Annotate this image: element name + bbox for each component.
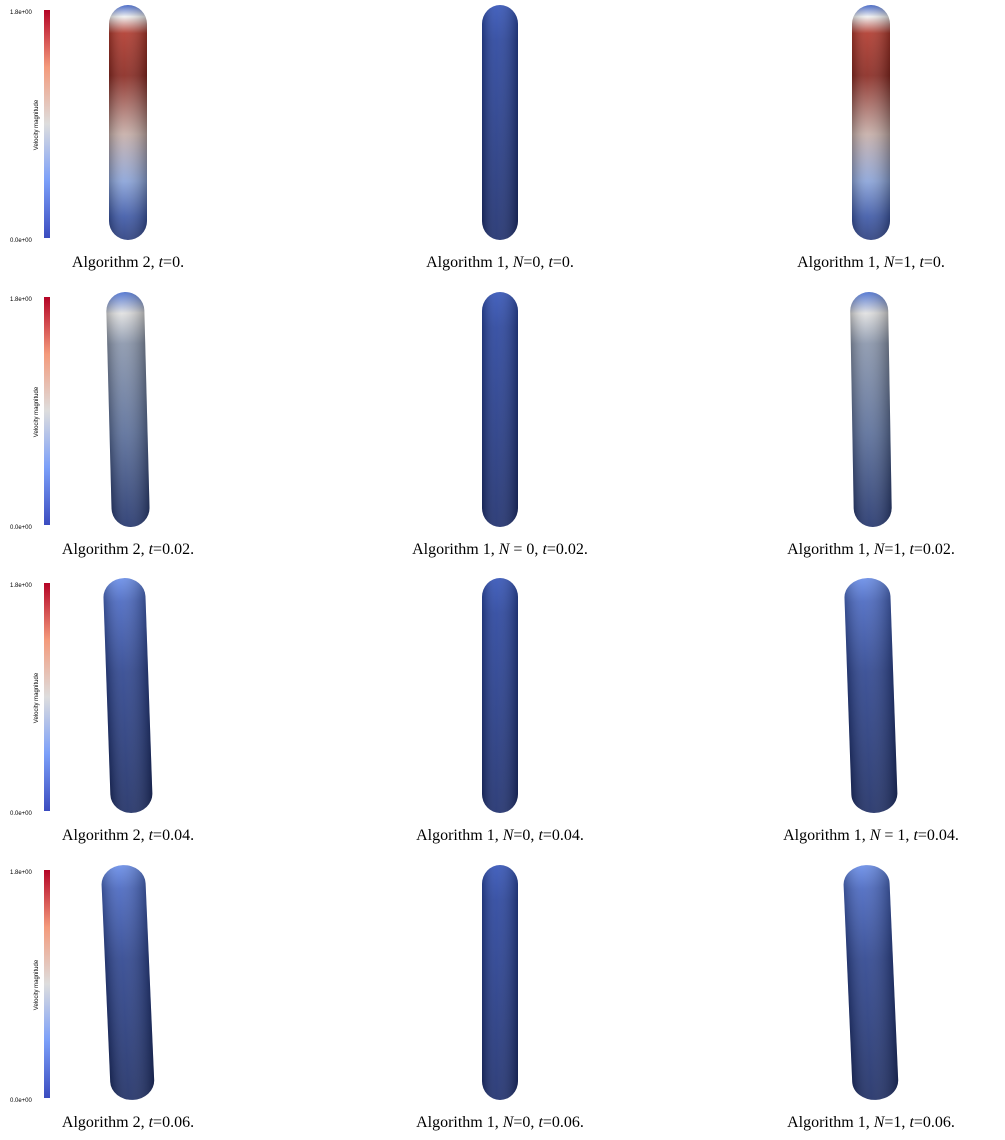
capsule-shade [843,865,899,1100]
colorbar-max-label: 1.8e+00 [10,870,33,876]
caption: Algorithm 1, N=0, t=0.04. [416,827,584,844]
panel [852,5,890,240]
colorbar-min-label: 0.0e+00 [10,811,33,817]
colorbar-title: Velocity magnitude [34,672,40,723]
capsule-shade [852,5,890,240]
panel [843,865,899,1100]
capsule-shade [101,865,155,1100]
panel [101,865,155,1100]
caption: Algorithm 1, N = 0, t=0.02. [412,541,588,558]
capsule-shade [482,865,518,1100]
caption: Algorithm 1, N=0, t=0. [426,254,574,271]
colorbar-max-label: 1.8e+00 [10,297,33,303]
panel [482,578,518,813]
panel [106,292,150,527]
caption: Algorithm 2, t=0. [72,254,184,271]
colorbar-min-label: 0.0e+00 [10,525,33,531]
caption: Algorithm 1, N=1, t=0.06. [787,1114,955,1131]
colorbar [44,870,50,1098]
colorbar-min-label: 0.0e+00 [10,1098,33,1104]
caption: Algorithm 1, N=0, t=0.06. [416,1114,584,1131]
panel [482,292,518,527]
caption: Algorithm 1, N=1, t=0.02. [787,541,955,558]
capsule-shade [482,578,518,813]
caption: Algorithm 2, t=0.06. [62,1114,194,1131]
panel [844,578,898,813]
panel [850,292,892,527]
capsule-shade [482,292,518,527]
colorbar-title: Velocity magnitude [34,99,40,150]
capsule-shade [844,578,898,813]
row: 1.8e+00 0.0e+00 Velocity magnitude Algorith… [10,292,955,558]
panel [482,865,518,1100]
panel [109,5,147,240]
colorbar [44,297,50,525]
row: 1.8e+00 0.0e+00 Velocity magnitude Algorith… [10,865,955,1131]
panel [103,578,153,813]
caption: Algorithm 2, t=0.02. [62,541,194,558]
panel [482,5,518,240]
colorbar-max-label: 1.8e+00 [10,10,33,16]
colorbar-max-label: 1.8e+00 [10,583,33,589]
caption: Algorithm 1, N=1, t=0. [797,254,945,271]
capsule-shade [103,578,153,813]
capsule-shade [109,5,147,240]
row: 1.8e+00 0.0e+00 Velocity magnitude Algorith… [10,578,959,844]
caption: Algorithm 2, t=0.04. [62,827,194,844]
capsule-shade [482,5,518,240]
colorbar-min-label: 0.0e+00 [10,238,33,244]
capsule-shade [106,292,150,527]
colorbar-title: Velocity magnitude [34,386,40,437]
colorbar [44,10,50,238]
capsule-shade [850,292,892,527]
colorbar-title: Velocity magnitude [34,959,40,1010]
colorbar [44,583,50,811]
caption: Algorithm 1, N = 1, t=0.04. [783,827,959,844]
row: 1.8e+00 0.0e+00 Velocity magnitude Algorith… [10,5,945,271]
